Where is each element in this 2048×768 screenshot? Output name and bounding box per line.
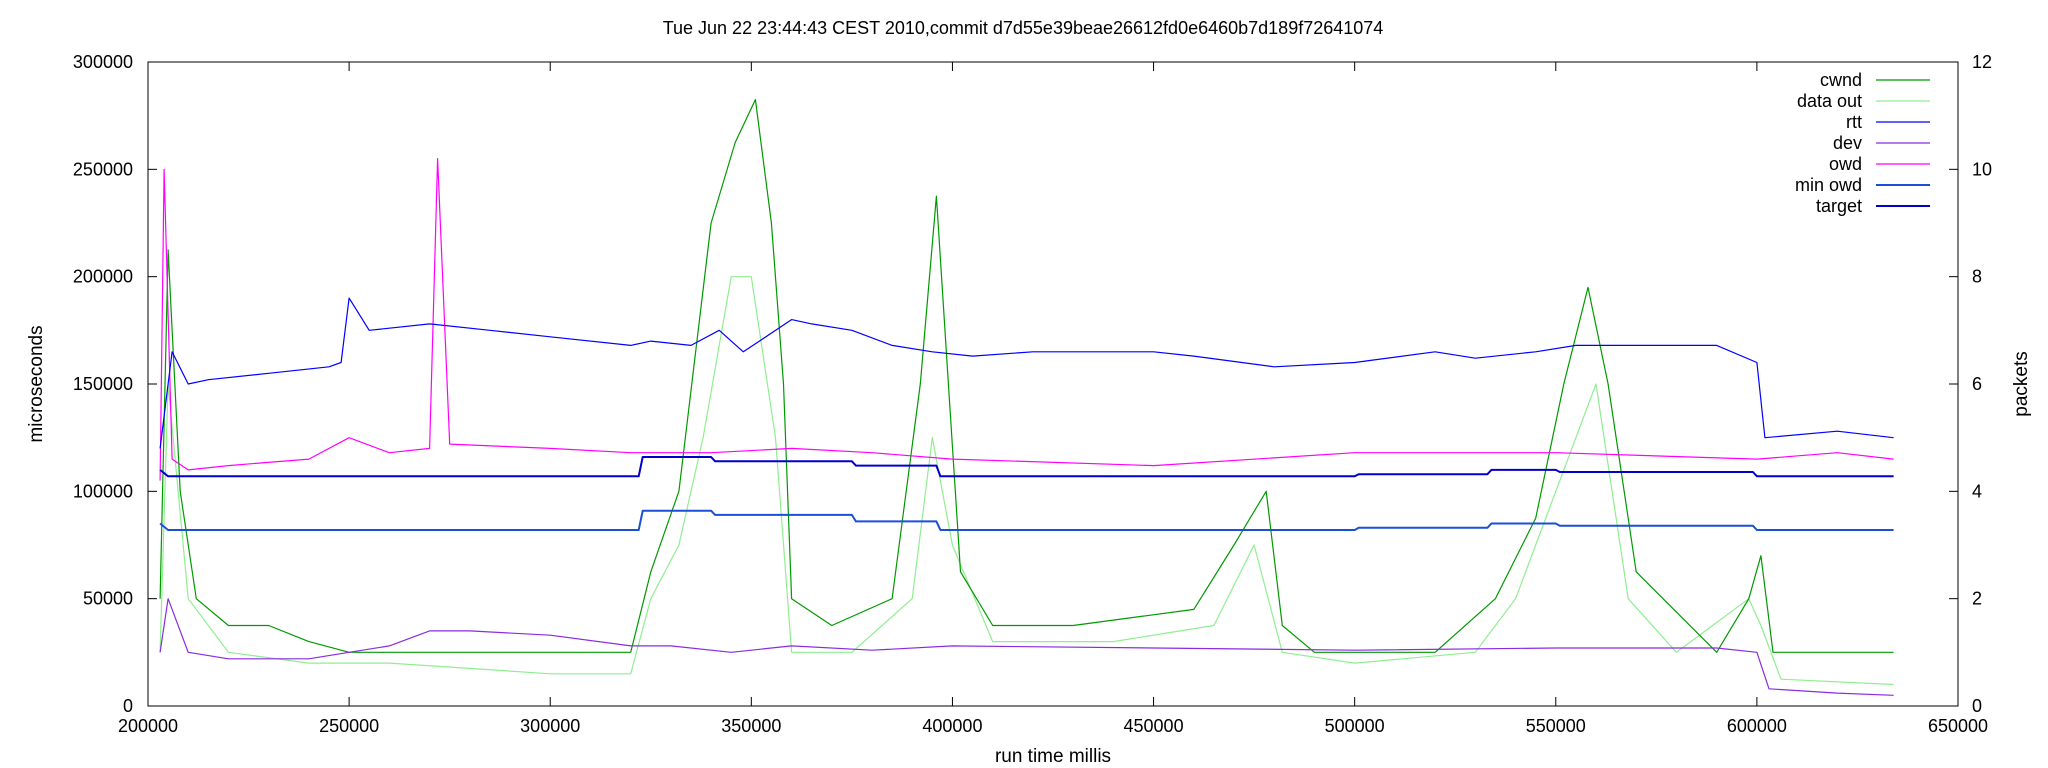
x-tick-label: 450000: [1124, 716, 1184, 736]
y-tick-label: 0: [123, 696, 133, 716]
series-line-data-out: [159, 276, 1894, 686]
y-tick-label: 300000: [73, 52, 133, 72]
x-tick-label: 600000: [1727, 716, 1787, 736]
series-line-target: [159, 456, 1894, 478]
legend-label: min owd: [1795, 175, 1862, 195]
x-tick-label: 300000: [520, 716, 580, 736]
y2-tick-label: 10: [1972, 159, 1992, 179]
x-axis-label: run time millis: [995, 746, 1111, 767]
legend-label: rtt: [1846, 112, 1862, 132]
x-tick-label: 250000: [319, 716, 379, 736]
y2-tick-label: 12: [1972, 52, 1992, 72]
plot-frame: [147, 61, 1959, 707]
y-tick-label: 50000: [83, 589, 133, 609]
y2-tick-label: 8: [1972, 267, 1982, 287]
y-tick-label: 150000: [73, 374, 133, 394]
y2-tick-label: 6: [1972, 374, 1982, 394]
y-tick-label: 100000: [73, 481, 133, 501]
y2-tick-label: 2: [1972, 589, 1982, 609]
x-tick-label: 650000: [1928, 716, 1988, 736]
legend-label: dev: [1833, 133, 1862, 153]
series-line-dev: [159, 598, 1894, 696]
y-tick-label: 200000: [73, 267, 133, 287]
legend-label: data out: [1797, 91, 1862, 111]
series-line-rtt: [159, 297, 1894, 449]
series-line-min-owd: [159, 509, 1894, 531]
x-tick-label: 500000: [1325, 716, 1385, 736]
series-line-cwnd: [159, 98, 1894, 653]
y-tick-label: 250000: [73, 159, 133, 179]
legend-label: target: [1816, 196, 1862, 216]
x-tick-label: 400000: [922, 716, 982, 736]
y-axis-label: microseconds: [26, 325, 47, 442]
x-tick-label: 200000: [118, 716, 178, 736]
legend-label: owd: [1829, 154, 1862, 174]
legend-label: cwnd: [1820, 70, 1862, 90]
chart-title: Tue Jun 22 23:44:43 CEST 2010,commit d7d…: [663, 18, 1384, 38]
y2-axis-label: packets: [2011, 351, 2032, 416]
series-line-owd: [159, 158, 1894, 481]
y2-tick-label: 0: [1972, 696, 1982, 716]
plot-area: [159, 98, 1894, 696]
x-tick-label: 350000: [721, 716, 781, 736]
axes: 200000 250000 300000 350000 400000 450000 5000…: [73, 52, 1992, 736]
x-tick-label: 550000: [1526, 716, 1586, 736]
y2-tick-label: 4: [1972, 481, 1982, 501]
